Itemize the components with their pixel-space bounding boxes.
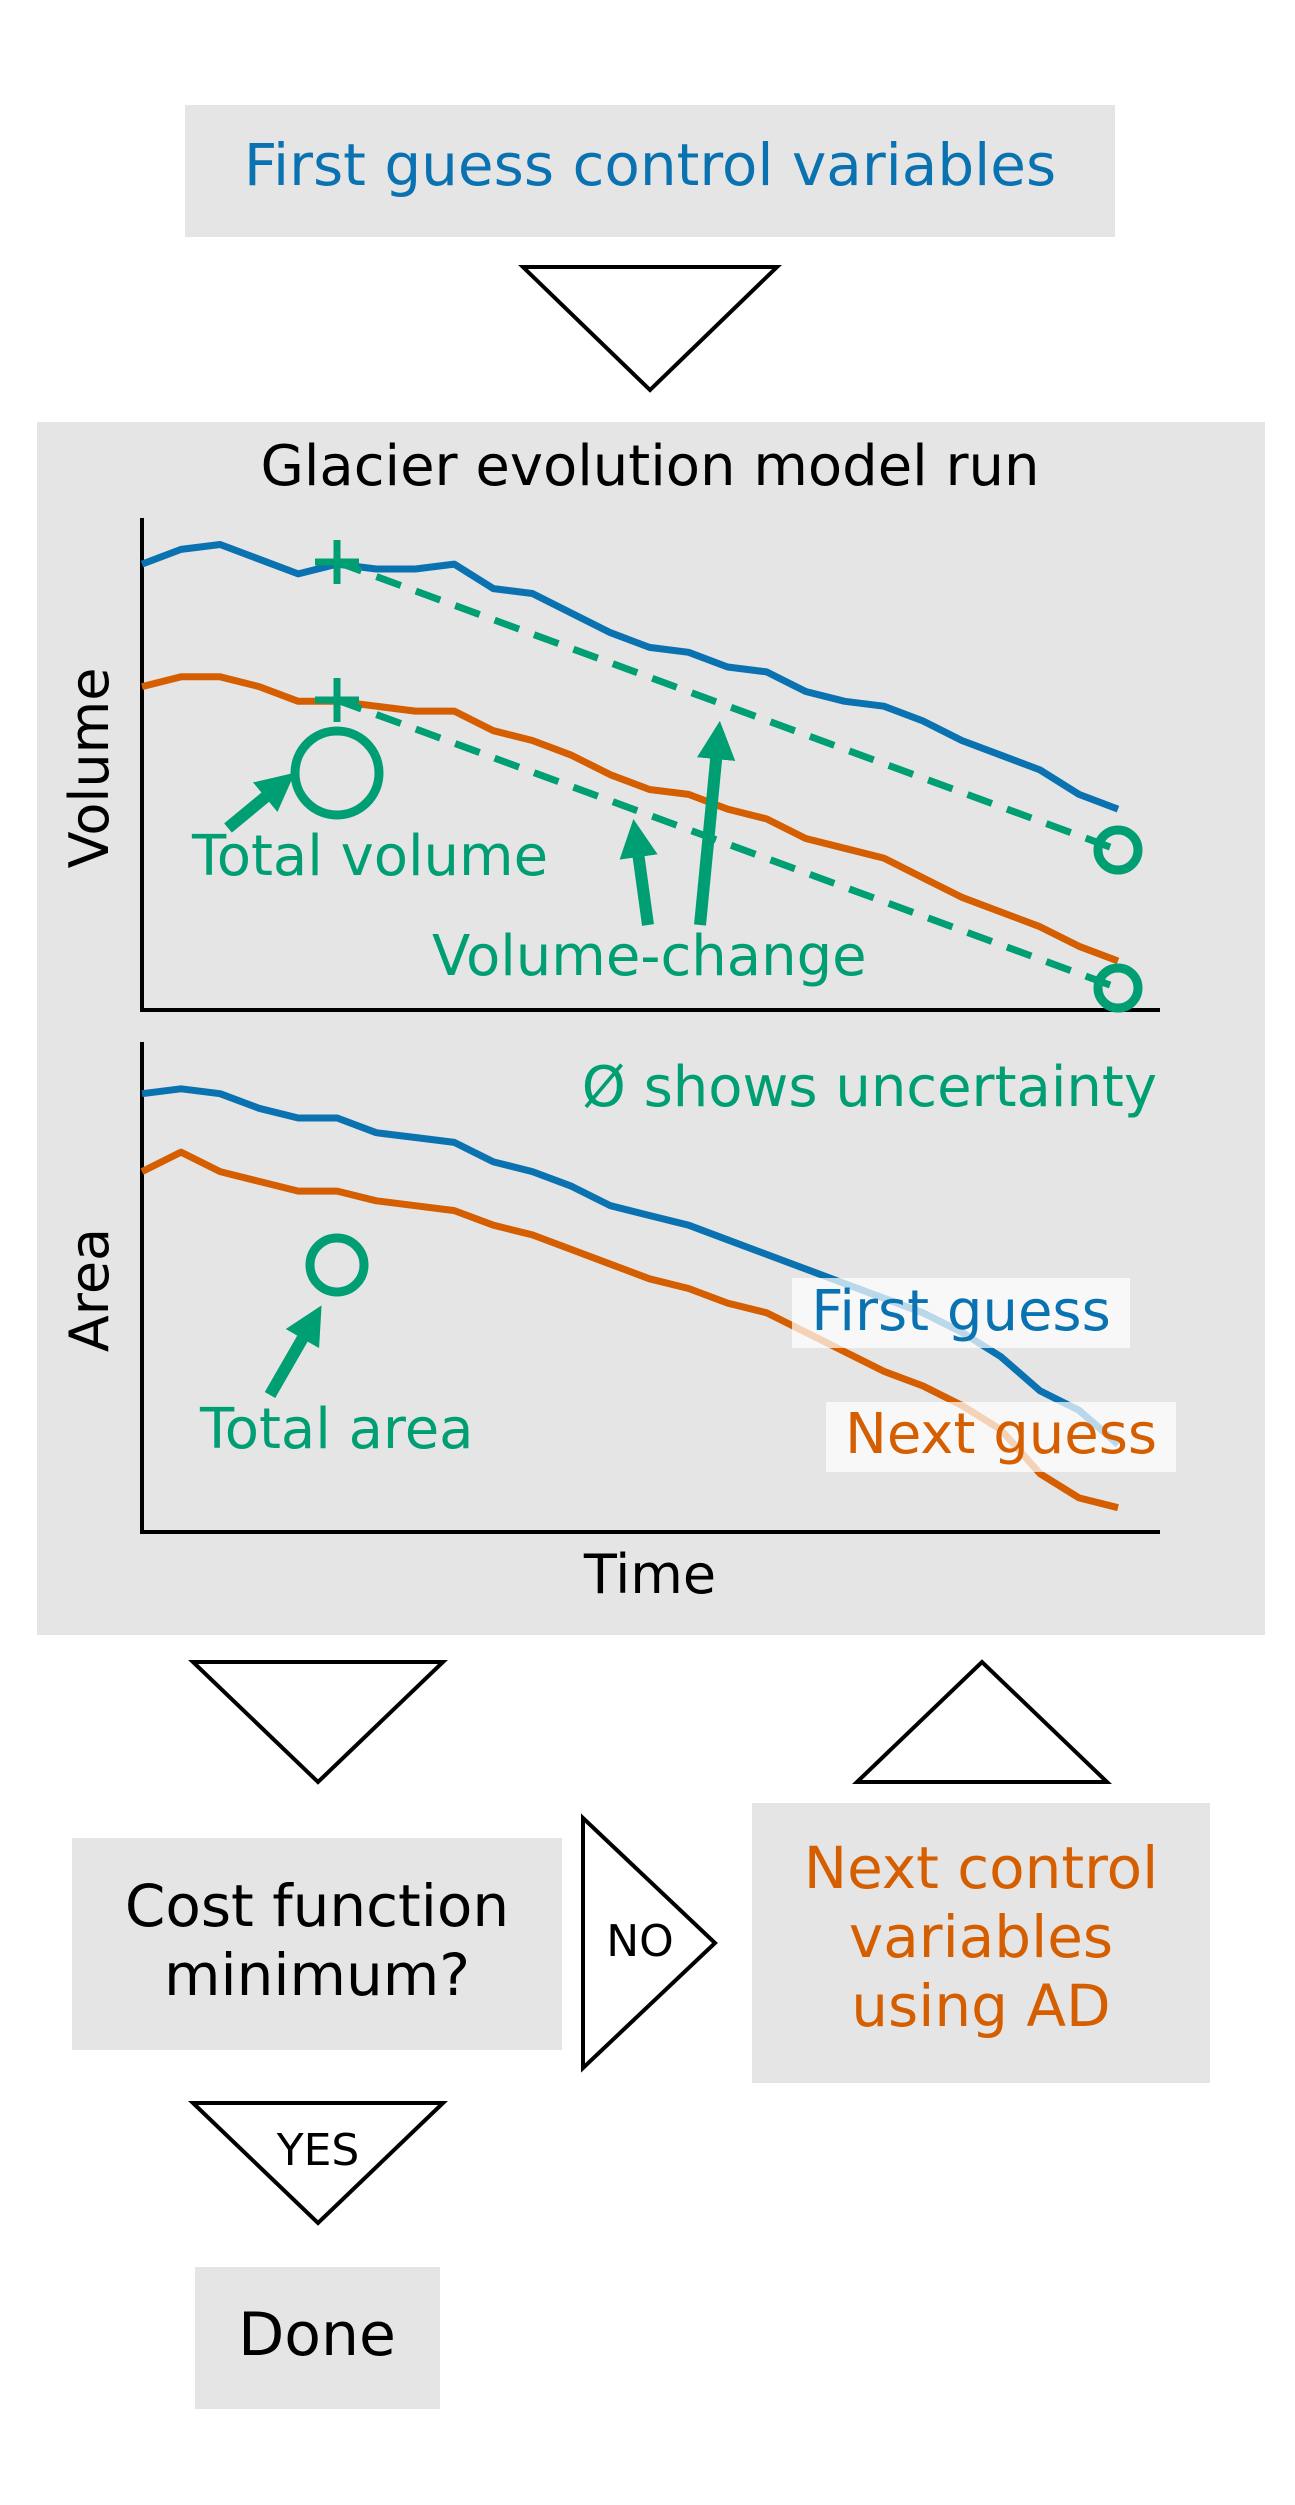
yes-arrow — [188, 2101, 448, 2226]
total-volume-circle — [290, 726, 384, 820]
volume-chart: Volume Total volume Volume-change — [58, 518, 1160, 1013]
next-guess-legend: Next guess — [845, 1402, 1157, 1467]
cost-function-line1: Cost function — [125, 1872, 509, 1940]
down-arrow-1 — [518, 265, 782, 393]
total-area-circle — [305, 1233, 369, 1297]
start-plus-marker-next — [315, 678, 359, 722]
volume-change-dashed-first — [335, 558, 1120, 854]
total-volume-arrow — [224, 772, 295, 833]
model-run-title: Glacier evolution model run — [260, 434, 1039, 499]
down-arrow-2 — [188, 1660, 448, 1785]
cost-function-line2: minimum? — [164, 1941, 470, 2009]
cost-function-box — [72, 1838, 562, 2050]
end-circle-first — [1093, 825, 1143, 875]
first-guess-legend-bg — [792, 1278, 1130, 1348]
volume-ylabel: Volume — [58, 668, 121, 869]
volume-change-dashed-next — [335, 696, 1120, 992]
volume-change-arrow-long — [694, 720, 736, 926]
next-control-line1: Next control — [804, 1834, 1159, 1902]
next-control-line2: variables — [849, 1903, 1113, 1971]
volume-change-label: Volume-change — [432, 924, 867, 989]
next-control-line3: using AD — [851, 1972, 1110, 2040]
first-guess-box — [185, 105, 1115, 237]
no-label: NO — [606, 1916, 674, 1967]
time-xlabel: Time — [583, 1543, 716, 1606]
up-arrow-back — [852, 1659, 1112, 1784]
done-box — [195, 2267, 440, 2409]
yes-label: YES — [276, 2125, 360, 2176]
volume-next-guess-line — [141, 673, 1120, 965]
next-guess-legend-bg — [826, 1402, 1176, 1472]
next-control-box — [752, 1803, 1210, 2083]
end-circle-next — [1093, 963, 1143, 1013]
area-ylabel: Area — [58, 1228, 121, 1352]
first-guess-legend: First guess — [811, 1279, 1111, 1344]
area-chart: Area Ø shows uncertainty Total area Firs… — [58, 1042, 1176, 1534]
no-arrow — [581, 1813, 718, 2073]
done-text: Done — [238, 2300, 396, 2370]
start-plus-marker-first — [315, 540, 359, 584]
volume-change-arrow-short — [619, 818, 658, 926]
first-guess-text: First guess control variables — [244, 131, 1056, 199]
total-volume-label: Total volume — [191, 824, 548, 889]
total-area-arrow — [264, 1305, 322, 1398]
uncertainty-note: Ø shows uncertainty — [582, 1055, 1157, 1120]
volume-first-guess-line — [140, 541, 1120, 813]
total-area-label: Total area — [199, 1397, 473, 1462]
